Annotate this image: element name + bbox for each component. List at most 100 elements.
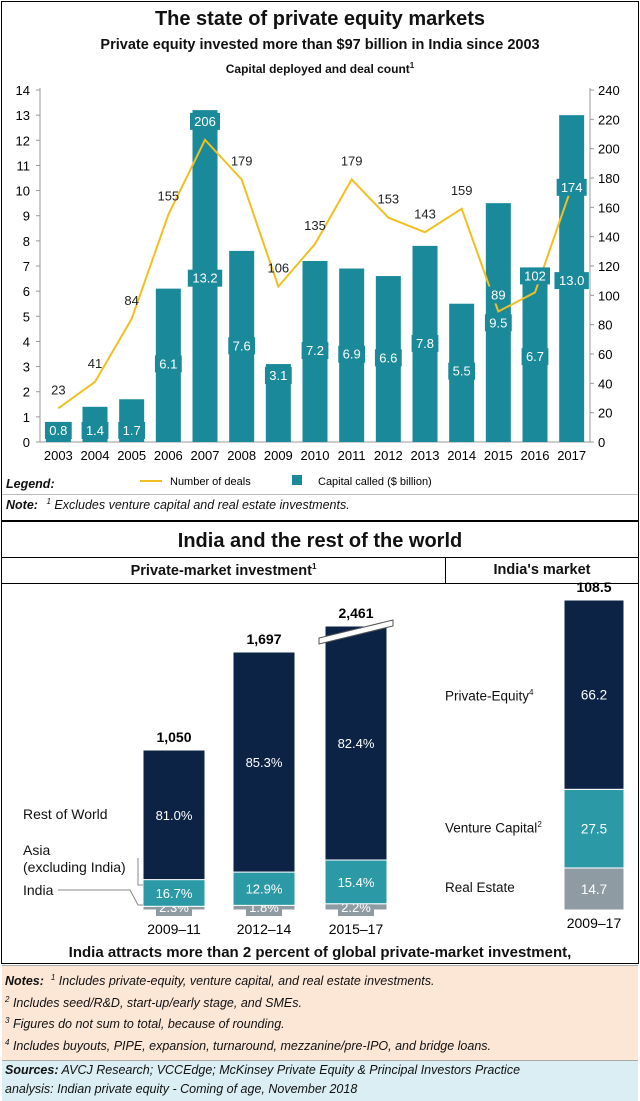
note-text: Excludes venture capital and real estate…: [54, 498, 350, 513]
bar-label-bg: [484, 314, 512, 332]
sources-text-1: AVCJ Research; VCCEdge; McKinsey Private…: [61, 1063, 521, 1077]
x-tick-label: 2008: [227, 448, 256, 463]
left-chart-header-text: Private-market investment: [130, 562, 312, 579]
bar-value-label: 1.4: [86, 423, 104, 438]
y-right-tick-label: 100: [598, 288, 620, 303]
x-tick-label: 2009: [264, 448, 293, 463]
label-real-estate: Real Estate: [445, 880, 515, 895]
x-tick-label: 2011: [338, 448, 366, 463]
bar-label-bg: [154, 355, 182, 373]
deal-count-label: 41: [88, 356, 102, 371]
deal-count-label: 23: [51, 382, 65, 397]
note-3-sup: 3: [5, 1016, 10, 1026]
y-right-tick-label: 140: [598, 230, 620, 245]
bar-label-bg: [521, 348, 549, 366]
y-right-tick-label: 120: [598, 259, 620, 274]
bar-value-label: 6.6: [379, 350, 397, 365]
connector-india: [58, 889, 143, 906]
chart1-title: Capital deployed and deal count1: [0, 61, 640, 76]
y-left-tick-label: 2: [23, 385, 30, 400]
y-right-tick-label: 180: [598, 171, 620, 186]
deal-count-label: 102: [524, 268, 546, 283]
note-4-sup: 4: [5, 1037, 10, 1047]
y-left-tick-label: 4: [23, 334, 30, 349]
x-tick-label: 2005: [117, 448, 146, 463]
stacked-segment: [232, 651, 296, 873]
bar-value-label: 6.7: [526, 349, 544, 364]
section2-header-bottom: [2, 583, 638, 584]
segment-label: 85.3%: [246, 755, 283, 770]
deal-count-label: 135: [304, 218, 326, 233]
axis-break: [318, 619, 394, 645]
note-1-sup: 1: [50, 973, 56, 982]
bar-value-label: 9.5: [489, 315, 507, 330]
legend-bar-swatch: [292, 475, 302, 485]
bar-label-bg: [187, 269, 223, 287]
y-left-tick-label: 12: [16, 133, 30, 148]
left-chart-header-sup: 1: [311, 562, 317, 571]
note-row: Note: 1 Excludes venture capital and rea…: [6, 497, 350, 512]
bar-value-label: 7.2: [306, 343, 324, 358]
x-tick-label: 2012: [374, 448, 403, 463]
x-tick-label: 2017: [557, 448, 586, 463]
deal-count-label: 143: [414, 206, 436, 221]
stacked-segment: [142, 749, 206, 881]
y-left-tick-label: 14: [16, 83, 30, 98]
chart2-stacked: 2.3%16.7%81.0%1,0502009–111.8%12.9%85.3%…: [58, 579, 625, 937]
deal-label-bg: [190, 112, 220, 130]
category-label: 2009–11: [147, 921, 201, 937]
y-left-tick-label: 9: [23, 209, 30, 224]
note-2: 2 Includes seed/R&D, start-up/early stag…: [2, 991, 638, 1013]
label-asia: Asia: [23, 842, 51, 858]
y-left-tick-label: 0: [23, 435, 30, 450]
bar-label-bg: [44, 422, 72, 439]
label-venture-capital: Venture Capital2: [445, 820, 542, 836]
label-private-equity-text: Private-Equity: [445, 688, 530, 704]
y-left-tick-label: 1: [23, 410, 30, 425]
bar-label-bg: [264, 367, 292, 385]
deal-count-label: 159: [451, 183, 473, 198]
deal-label-bg: [487, 286, 510, 304]
notes-label: Notes:: [5, 974, 44, 989]
connector-asia: [137, 858, 143, 886]
bar-label-bg: [228, 337, 256, 355]
stacked-segment: [324, 625, 388, 861]
note-4: 4 Includes buyouts, PIPE, expansion, tur…: [2, 1034, 638, 1056]
y-left-tick-label: 3: [23, 360, 30, 375]
legend-bar-label: Capital called ($ billion): [318, 476, 432, 488]
x-tick-label: 2010: [301, 448, 330, 463]
label-venture-capital-sup: 2: [537, 820, 542, 829]
line-deals: [57, 138, 573, 410]
bar-label-bg: [554, 272, 589, 290]
deal-count-label: 89: [491, 287, 505, 302]
label-rest-of-world: Rest of World: [23, 806, 108, 822]
bar-label-bg: [448, 362, 476, 380]
stacked-segment: [324, 859, 388, 905]
y-left-tick-label: 10: [16, 184, 30, 199]
x-tick-label: 2013: [411, 448, 440, 463]
y-left-tick-label: 8: [23, 234, 30, 249]
y-right-tick-label: 220: [598, 112, 620, 127]
note-sup: 1: [46, 497, 51, 506]
left-chart-header: Private-market investment1: [2, 562, 445, 579]
x-tick-label: 2003: [44, 448, 73, 463]
sources-line-1: Sources: AVCJ Research; VCCEdge; McKinse…: [2, 1061, 638, 1080]
india-segment: [563, 867, 625, 911]
india-segment-label: 27.5: [581, 822, 607, 837]
segment-label: 16.7%: [156, 886, 193, 901]
deal-count-label: 84: [124, 293, 138, 308]
bar-value-label: 6.1: [159, 356, 177, 371]
y-right-tick-label: 20: [598, 406, 612, 421]
bar-label-bg: [411, 334, 439, 352]
section2-header-divider: [445, 557, 446, 583]
note-1-text: Includes private-equity, venture capital…: [58, 974, 435, 989]
y-left-tick-label: 5: [23, 309, 30, 324]
segment-label: 82.4%: [338, 736, 375, 751]
bar-value-label: 3.1: [269, 368, 287, 383]
note-label: Note:: [6, 498, 38, 513]
stacked-segment: [232, 871, 296, 906]
legend-divider: [2, 494, 638, 495]
label-asia-excl: (excluding India): [23, 859, 126, 875]
note-1: Notes: 1 Includes private-equity, ventur…: [2, 969, 638, 991]
sources-text-2: analysis: Indian private equity - Coming…: [5, 1081, 358, 1096]
